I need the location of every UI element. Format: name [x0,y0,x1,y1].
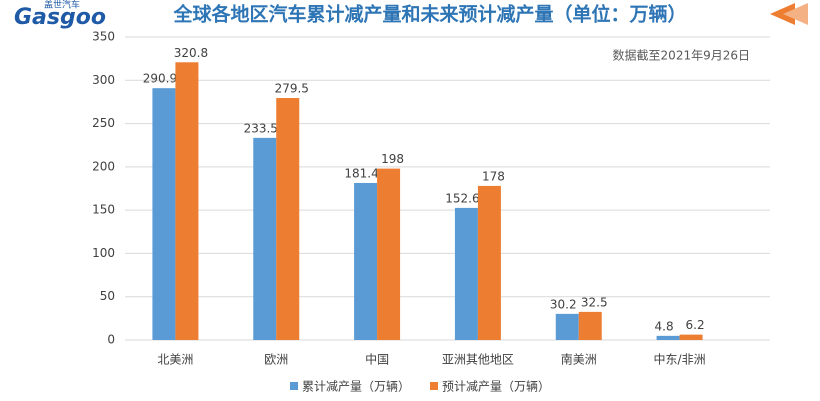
legend-label: 累计减产量（万辆） [302,380,410,394]
y-tick-label: 300 [92,73,115,87]
data-label: 198 [381,152,404,166]
y-tick-label: 0 [107,333,115,347]
legend-swatch [430,382,438,390]
data-label: 30.2 [550,297,577,311]
decoration [770,3,795,25]
legend-swatch [290,382,298,390]
y-tick-label: 150 [92,203,115,217]
logo-name: 盖世汽车 [44,0,80,11]
bar [477,185,501,340]
bar [276,98,300,340]
data-label: 152.6 [445,191,479,205]
bar [354,182,378,340]
y-tick-label: 50 [100,289,115,303]
legend-label: 预计减产量（万辆） [442,380,550,394]
x-tick-label: 亚洲其他地区 [442,353,514,367]
x-tick-label: 南美洲 [561,352,597,367]
y-tick-label: 350 [92,30,115,44]
data-label: 290.9 [143,72,177,86]
bar [152,88,176,340]
data-label: 178 [482,169,505,183]
bar [454,207,478,340]
data-label: 320.8 [174,46,208,60]
bar [656,335,680,340]
data-label: 6.2 [686,318,705,332]
decoration [783,3,808,25]
logo-brand: Gasgoo [14,5,106,30]
x-tick-label: 北美洲 [157,353,193,367]
data-label: 4.8 [655,319,674,333]
x-tick-label: 欧洲 [264,353,288,367]
annotation: 数据截至2021年9月26日 [613,48,750,63]
y-tick-label: 250 [92,116,115,130]
bar [578,311,602,340]
y-tick-label: 200 [92,159,115,173]
bar [253,137,277,340]
bar [679,334,703,340]
y-tick-label: 100 [92,246,115,260]
chart-title: 全球各地区汽车累计减产量和未来预计减产量（单位：万辆） [172,3,686,26]
bar [555,313,579,340]
bar [175,62,199,340]
data-label: 233.5 [244,121,278,135]
data-label: 279.5 [275,82,309,96]
data-label: 181.4 [344,166,378,180]
bar [377,168,401,340]
x-tick-label: 中国 [365,352,389,367]
data-label: 32.5 [581,295,608,309]
x-tick-label: 中东/非洲 [654,352,706,367]
